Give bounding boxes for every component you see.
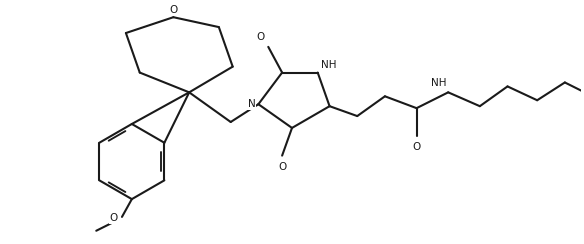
Text: NH: NH bbox=[431, 78, 446, 88]
Text: NH: NH bbox=[321, 60, 336, 70]
Text: O: O bbox=[412, 142, 420, 152]
Text: N: N bbox=[248, 99, 255, 109]
Text: O: O bbox=[110, 213, 118, 223]
Text: O: O bbox=[256, 32, 265, 42]
Text: O: O bbox=[169, 5, 178, 15]
Text: O: O bbox=[278, 162, 286, 172]
